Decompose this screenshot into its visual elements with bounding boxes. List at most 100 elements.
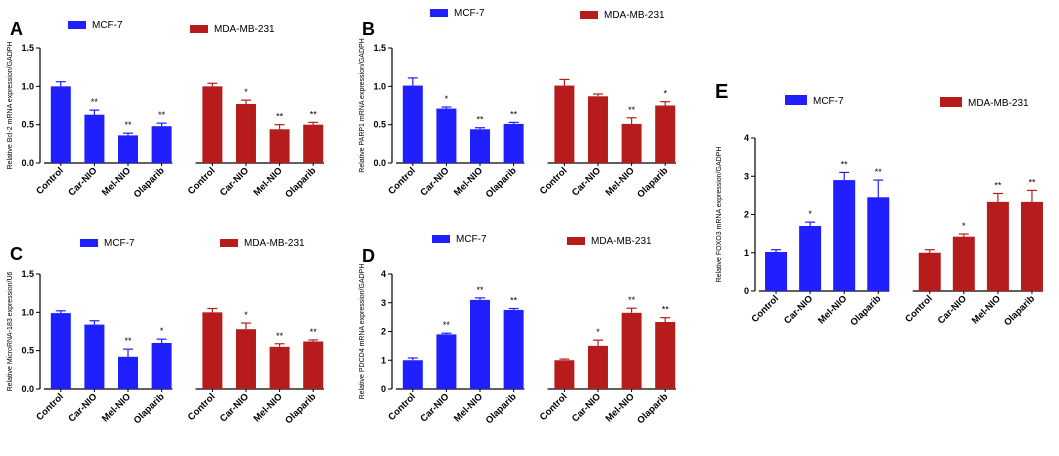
x-tick-label: Olaparib <box>132 391 167 426</box>
legend-swatch-mda <box>567 237 585 245</box>
legend-label-mda: MDA-MB-231 <box>604 10 665 21</box>
x-tick-label: Control <box>34 391 66 423</box>
x-tick-label: Olaparib <box>132 165 167 200</box>
significance-mark: ** <box>310 109 318 119</box>
y-tick-label: 2 <box>744 210 749 220</box>
legend-label-mcf7: MCF-7 <box>92 20 123 31</box>
panel-label-d: D <box>362 246 375 266</box>
chart-b: B MCF-7 MDA-MB-231 0.0 0.5 1.0 1.5 Relative PAR… <box>359 8 676 200</box>
x-tick-label: Control <box>538 391 570 423</box>
legend-label-mda: MDA-MB-231 <box>968 98 1029 109</box>
significance-mark: ** <box>1028 177 1036 187</box>
mcf7-bar-control <box>402 360 423 389</box>
x-tick-label: Olaparib <box>283 391 318 426</box>
mcf7-bar-car-nio <box>84 324 105 389</box>
legend-swatch-mda <box>580 11 598 19</box>
mcf7-bar-olaparib <box>151 343 172 389</box>
legend-label-mcf7: MCF-7 <box>813 96 844 107</box>
mda-bar-olaparib <box>1020 201 1043 291</box>
y-tick-label: 0.5 <box>21 346 34 356</box>
mda-bar-olaparib <box>303 124 324 163</box>
x-tick-label: Olaparib <box>848 293 883 328</box>
panel-c: C MCF-7 MDA-MB-231 0.0 0.5 1.0 1.5 Relative Mic… <box>0 226 352 451</box>
mcf7-bar-mel-nio <box>470 129 491 163</box>
chart-a: A MCF-7 MDA-MB-231 0.0 0.5 1.0 1.5 Relative Bcl… <box>7 19 324 200</box>
mcf7-bar-mel-nio <box>833 180 856 291</box>
mda-bar-control <box>202 86 223 163</box>
y-tick-label: 4 <box>381 269 386 279</box>
y-tick-label: 1.0 <box>21 81 34 91</box>
x-tick-label: Mel-NIO <box>252 165 285 198</box>
legend-swatch-mcf7 <box>432 235 450 243</box>
panel-d: D MCF-7 MDA-MB-231 0 1 2 3 4 Relative PDCD4 mRNA… <box>352 226 704 451</box>
y-tick-label: 3 <box>381 298 386 308</box>
mda-bar-mel-nio <box>269 129 290 163</box>
x-tick-label: Control <box>903 293 935 325</box>
mcf7-bar-mel-nio <box>118 135 139 163</box>
mda-bar-car-nio <box>235 329 256 389</box>
mda-bar-mel-nio <box>986 201 1009 291</box>
x-tick-label: Car-NIO <box>418 165 451 198</box>
x-tick-label: Control <box>538 165 570 197</box>
y-tick-label: 1 <box>381 355 386 365</box>
x-tick-label: Control <box>749 293 781 325</box>
mcf7-bar-mel-nio <box>470 299 491 389</box>
mda-bar-control <box>918 252 941 291</box>
y-tick-label: 2 <box>381 327 386 337</box>
significance-mark: * <box>663 89 667 99</box>
y-axis-label: Relative PARP1 mRNA expression/GADPH <box>359 38 366 172</box>
y-tick-label: 0.5 <box>373 120 386 130</box>
x-tick-label: Olaparib <box>635 391 670 426</box>
x-tick-label: Car-NIO <box>418 391 451 424</box>
chart-c: C MCF-7 MDA-MB-231 0.0 0.5 1.0 1.5 Relative Mic… <box>7 238 324 426</box>
legend-label-mda: MDA-MB-231 <box>214 24 275 35</box>
significance-mark: ** <box>841 159 849 169</box>
y-tick-label: 0.0 <box>21 158 34 168</box>
y-axis-label: Relative PDCD4 mRNA expression/GADPH <box>359 264 366 400</box>
y-tick-label: 0.0 <box>373 158 386 168</box>
chart-d: D MCF-7 MDA-MB-231 0 1 2 3 4 Relative PDCD4 mRNA… <box>359 234 676 426</box>
panel-a: A MCF-7 MDA-MB-231 0.0 0.5 1.0 1.5 Relative Bcl… <box>0 0 352 225</box>
y-tick-label: 1.0 <box>373 81 386 91</box>
legend-label-mda: MDA-MB-231 <box>591 236 652 247</box>
significance-mark: ** <box>158 110 166 120</box>
significance-mark: * <box>962 221 966 231</box>
significance-mark: ** <box>443 320 451 330</box>
legend-swatch-mcf7 <box>68 21 86 29</box>
legend-swatch-mda <box>940 97 962 107</box>
y-axis-label: Relative Bcl-2 mRNA expression/GADPH <box>7 42 14 170</box>
mcf7-bar-control <box>50 313 71 389</box>
mcf7-bar-control <box>765 251 788 291</box>
mcf7-bar-mel-nio <box>118 356 139 389</box>
panel-label-c: C <box>10 244 23 264</box>
x-tick-label: Car-NIO <box>570 391 603 424</box>
y-tick-label: 1 <box>744 248 749 258</box>
x-tick-label: Mel-NIO <box>252 391 285 424</box>
panel-label-b: B <box>362 19 375 39</box>
x-tick-label: Olaparib <box>635 165 670 200</box>
x-tick-label: Car-NIO <box>570 165 603 198</box>
significance-mark: ** <box>477 115 485 125</box>
mcf7-bar-car-nio <box>436 108 457 163</box>
x-tick-label: Olaparib <box>283 165 318 200</box>
x-tick-label: Mel-NIO <box>970 293 1003 326</box>
x-tick-label: Mel-NIO <box>452 391 485 424</box>
significance-mark: ** <box>276 331 284 341</box>
mda-bar-mel-nio <box>269 346 290 389</box>
x-tick-label: Control <box>386 391 418 423</box>
x-tick-label: Control <box>386 165 418 197</box>
x-tick-label: Olaparib <box>484 165 519 200</box>
y-tick-label: 4 <box>744 133 749 143</box>
legend-swatch-mcf7 <box>785 95 807 105</box>
x-tick-label: Mel-NIO <box>100 391 133 424</box>
y-tick-label: 3 <box>744 171 749 181</box>
legend-label-mcf7: MCF-7 <box>104 238 135 249</box>
y-tick-label: 0 <box>744 286 749 296</box>
significance-mark: ** <box>510 109 518 119</box>
mcf7-bar-olaparib <box>503 309 524 389</box>
mcf7-bar-olaparib <box>151 126 172 163</box>
x-tick-label: Car-NIO <box>66 391 99 424</box>
panel-e: E MCF-7 MDA-MB-231 0 1 2 3 4 Relative FOXO3 mRNA… <box>705 60 1059 400</box>
x-tick-label: Car-NIO <box>782 293 815 326</box>
mcf7-bar-control <box>402 85 423 163</box>
